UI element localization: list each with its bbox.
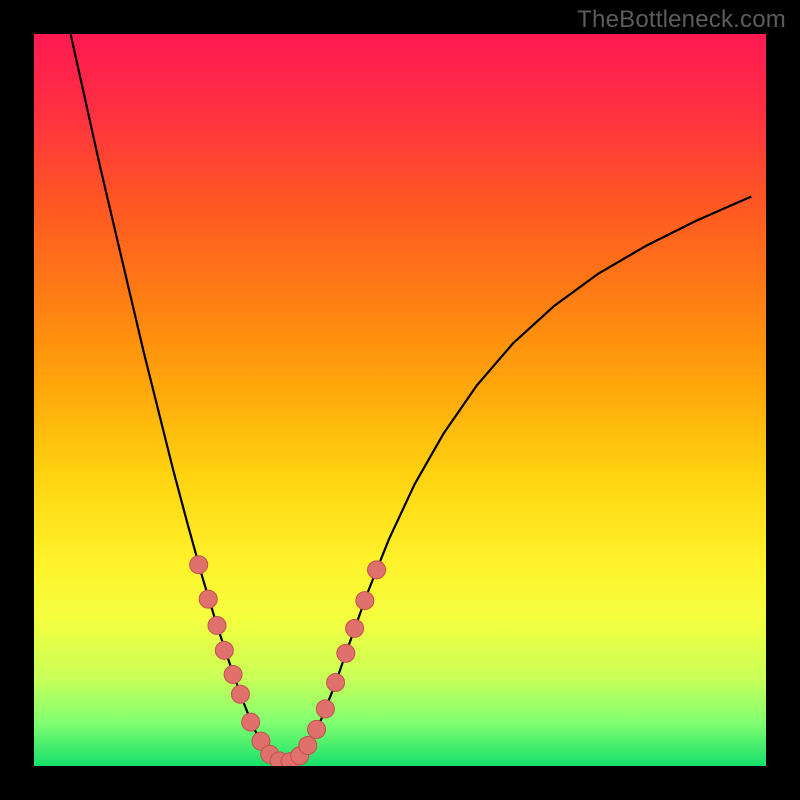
- data-marker: [308, 720, 326, 738]
- data-marker: [316, 700, 334, 718]
- bottleneck-curve-chart: [34, 34, 766, 766]
- gradient-background: [34, 34, 766, 766]
- data-marker: [199, 590, 217, 608]
- data-marker: [337, 644, 355, 662]
- data-marker: [231, 685, 249, 703]
- watermark-text: TheBottleneck.com: [577, 6, 786, 34]
- data-marker: [368, 561, 386, 579]
- data-marker: [299, 737, 317, 755]
- chart-plot-area: [34, 34, 766, 766]
- data-marker: [224, 666, 242, 684]
- data-marker: [208, 616, 226, 634]
- data-marker: [346, 619, 364, 637]
- data-marker: [327, 674, 345, 692]
- data-marker: [356, 592, 374, 610]
- data-marker: [242, 713, 260, 731]
- data-marker: [215, 641, 233, 659]
- data-marker: [190, 556, 208, 574]
